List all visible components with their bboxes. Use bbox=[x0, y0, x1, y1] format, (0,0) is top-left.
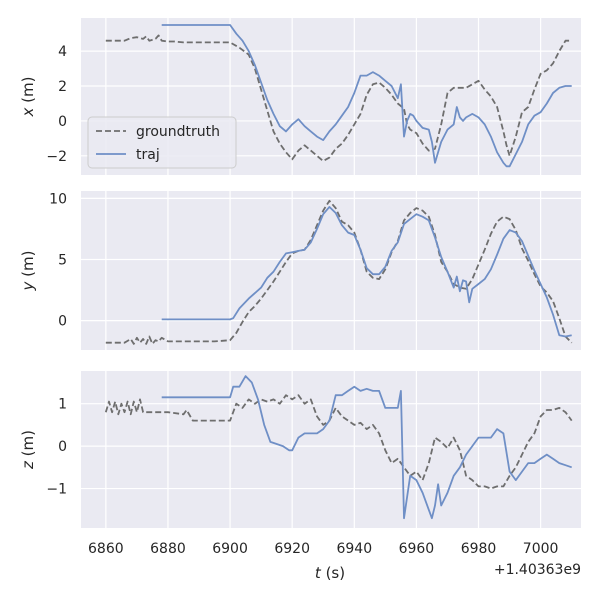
y-axis-label-variable: z bbox=[19, 460, 37, 470]
y-axis-label-unit: (m) bbox=[19, 77, 37, 108]
series-line-traj bbox=[161, 206, 572, 338]
series-line-traj bbox=[161, 375, 572, 520]
y-axis-label-unit: (m) bbox=[19, 430, 37, 461]
legend-label-groundtruth: groundtruth bbox=[136, 124, 220, 140]
y-tick-label: 0 bbox=[58, 114, 67, 130]
y-axis-label: x (m) bbox=[19, 77, 37, 118]
series-line-groundtruth bbox=[105, 34, 572, 162]
y-tick-label: 2 bbox=[58, 79, 67, 95]
legend: groundtruth traj bbox=[87, 116, 237, 169]
y-tick-label: 0 bbox=[58, 314, 67, 330]
y-axis-label-variable: y bbox=[19, 280, 37, 291]
y-axis-label: z (m) bbox=[19, 430, 37, 470]
x-tick-label: 6940 bbox=[336, 541, 372, 557]
legend-box bbox=[87, 116, 237, 169]
x-tick-label: 6900 bbox=[212, 541, 248, 557]
y-tick-label: −1 bbox=[46, 482, 67, 498]
gridlines bbox=[81, 191, 581, 350]
series-line-groundtruth bbox=[104, 394, 573, 490]
series-line-groundtruth bbox=[105, 199, 573, 345]
x-offset-label: +1.40363e9 bbox=[494, 562, 581, 578]
series-line-traj bbox=[161, 24, 572, 168]
panel-z: 1 0 −1 z (m) bbox=[19, 371, 581, 528]
x-axis-label-variable: t bbox=[315, 564, 322, 582]
y-axis-label: y (m) bbox=[19, 251, 37, 292]
y-tick-label: 10 bbox=[49, 191, 67, 207]
x-tick-label: 6980 bbox=[461, 541, 497, 557]
y-tick-label: 1 bbox=[58, 397, 67, 413]
x-axis-label-unit: (s) bbox=[321, 564, 345, 582]
y-tick-label: 0 bbox=[58, 439, 67, 455]
plot-background bbox=[81, 191, 581, 350]
x-tick-label: 6860 bbox=[88, 541, 124, 557]
y-tick-label: −2 bbox=[46, 149, 67, 165]
panel-y: 10 5 0 y (m) bbox=[19, 191, 581, 350]
x-tick-label: 6920 bbox=[274, 541, 310, 557]
legend-label-traj: traj bbox=[136, 147, 160, 163]
x-axis: 6860 6880 6900 6920 6940 6960 6980 7000 bbox=[88, 541, 558, 557]
y-axis-label-unit: (m) bbox=[19, 251, 37, 282]
x-tick-label: 7000 bbox=[523, 541, 559, 557]
y-axis-label-variable: x bbox=[19, 107, 37, 117]
y-tick-label: 4 bbox=[58, 44, 67, 60]
y-tick-label: 5 bbox=[58, 252, 67, 268]
x-tick-label: 6880 bbox=[150, 541, 186, 557]
x-tick-label: 6960 bbox=[399, 541, 435, 557]
x-axis-label: t (s) bbox=[315, 564, 345, 582]
